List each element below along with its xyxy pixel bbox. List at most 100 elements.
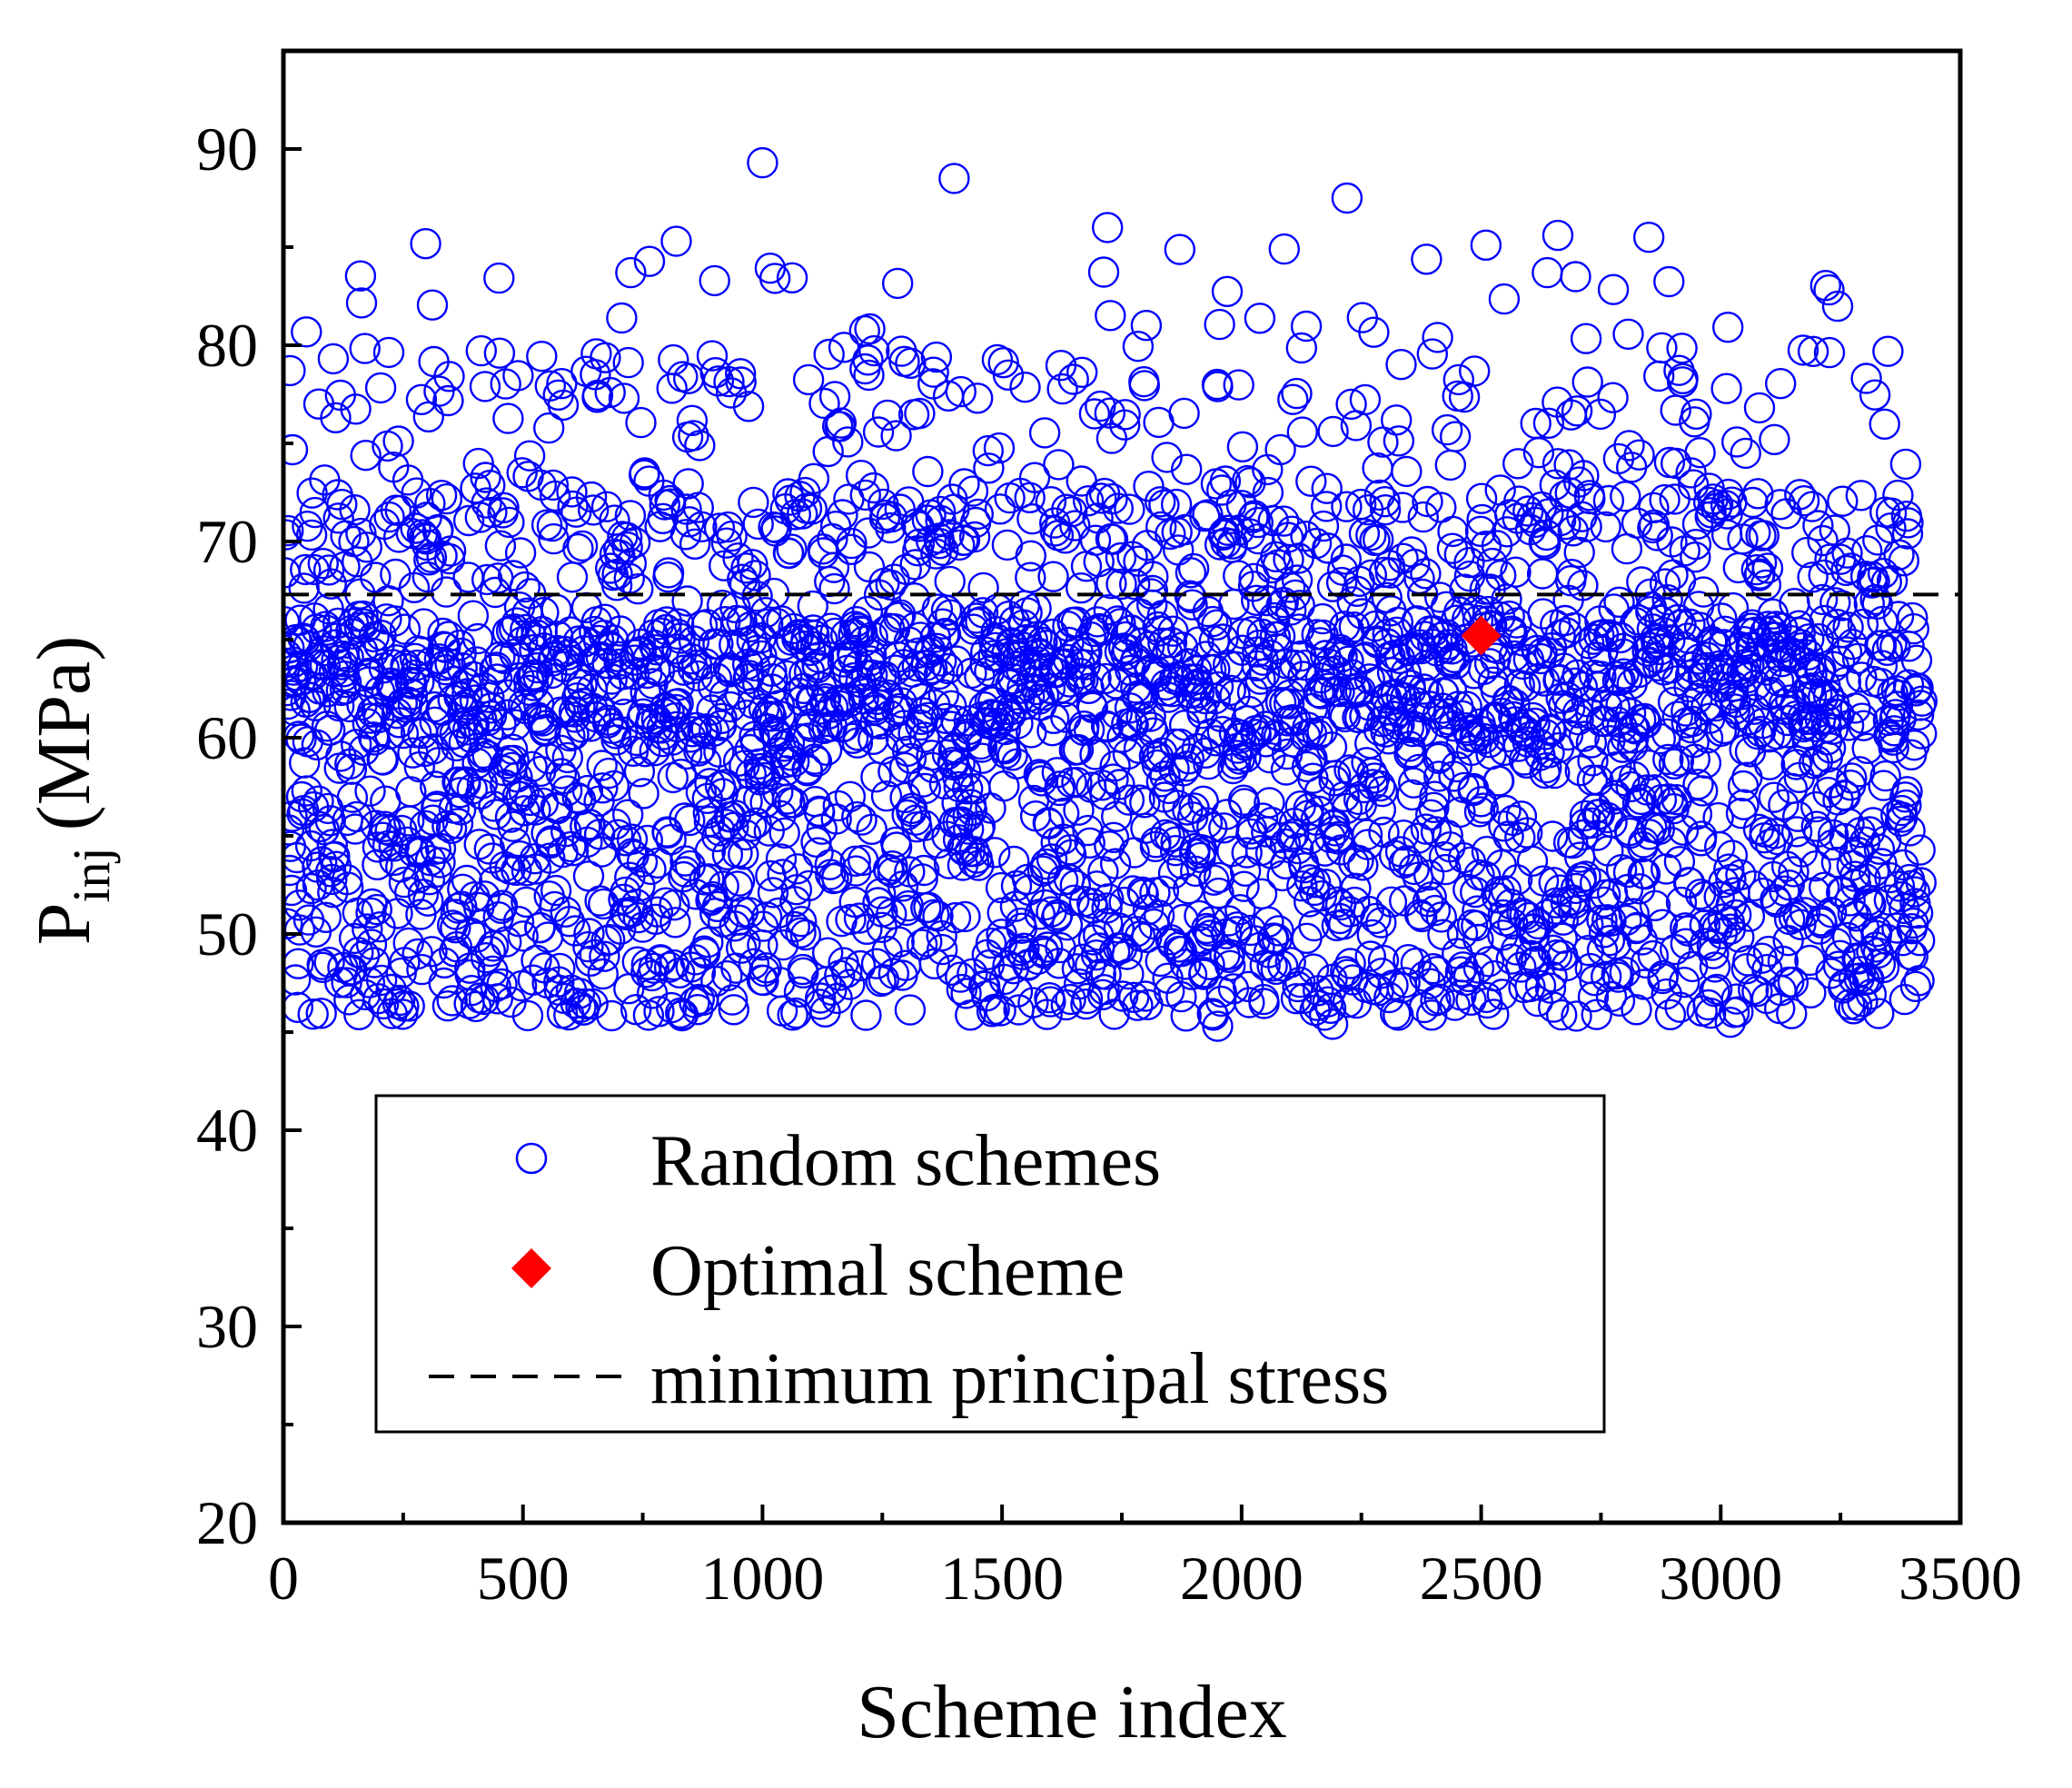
random-scheme-point: [312, 554, 345, 586]
random-scheme-point: [676, 404, 709, 436]
random-scheme-point: [1112, 738, 1145, 770]
random-scheme-point: [1334, 948, 1366, 979]
random-scheme-point: [1212, 514, 1244, 546]
random-scheme-point: [786, 906, 818, 938]
random-scheme-point: [393, 990, 425, 1022]
random-scheme-point: [305, 998, 337, 1029]
random-scheme-point: [1700, 973, 1733, 1006]
random-scheme-point: [943, 529, 976, 561]
random-scheme-point: [1850, 363, 1882, 394]
random-scheme-point: [1887, 924, 1918, 957]
random-scheme-point: [1716, 839, 1749, 871]
random-scheme-point: [1252, 476, 1284, 509]
random-scheme-point: [668, 654, 700, 686]
random-scheme-point: [497, 810, 529, 842]
random-scheme-point: [500, 709, 531, 740]
random-scheme-point: [1071, 982, 1104, 1015]
random-scheme-point: [1759, 818, 1791, 849]
random-scheme-point: [1195, 718, 1226, 750]
x-tick-label: 1000: [700, 1544, 824, 1613]
random-scheme-point: [996, 693, 1027, 726]
random-scheme-point: [1365, 907, 1397, 939]
random-scheme-point: [1037, 561, 1069, 592]
random-scheme-point: [1254, 741, 1286, 774]
random-scheme-point: [288, 572, 320, 604]
random-scheme-point: [349, 333, 381, 364]
random-scheme-point: [1015, 540, 1047, 571]
random-scheme-point: [1859, 566, 1890, 598]
random-scheme-point: [985, 995, 1016, 1027]
random-scheme-point: [1784, 479, 1816, 511]
random-scheme-point: [1556, 559, 1588, 591]
random-scheme-point: [458, 661, 490, 693]
random-scheme-point: [1310, 491, 1343, 522]
random-scheme-point: [451, 864, 483, 897]
random-scheme-point: [948, 468, 980, 500]
random-scheme-point: [1173, 743, 1205, 775]
random-scheme-point: [987, 347, 1019, 379]
random-scheme-point: [1073, 714, 1105, 746]
random-scheme-point: [1613, 430, 1645, 462]
random-scheme-point: [395, 776, 427, 808]
random-scheme-point: [740, 634, 773, 667]
random-scheme-point: [1889, 448, 1922, 481]
random-scheme-point: [562, 532, 594, 565]
random-scheme-point: [1775, 684, 1807, 716]
random-scheme-point: [818, 572, 850, 605]
random-scheme-point: [849, 479, 881, 512]
random-scheme-point: [458, 709, 491, 740]
random-scheme-point: [682, 993, 714, 1026]
random-scheme-point: [1231, 464, 1264, 497]
random-scheme-point: [1903, 924, 1936, 957]
random-scheme-point: [1680, 541, 1711, 573]
random-scheme-point: [1530, 719, 1562, 750]
random-scheme-point: [1723, 921, 1755, 953]
random-scheme-point: [1306, 715, 1338, 748]
random-scheme-point: [1091, 892, 1123, 924]
random-scheme-point: [723, 865, 756, 897]
random-scheme-point: [295, 519, 328, 551]
random-scheme-point: [1268, 233, 1301, 265]
random-scheme-point: [481, 663, 513, 695]
random-scheme-point: [354, 775, 386, 807]
random-scheme-point: [1452, 960, 1485, 993]
random-scheme-point: [899, 549, 931, 581]
random-scheme-point: [988, 770, 1020, 802]
random-scheme-point: [1476, 547, 1508, 580]
random-scheme-point: [660, 225, 692, 257]
random-scheme-point: [652, 557, 685, 589]
random-scheme-point: [1881, 690, 1914, 722]
random-scheme-point: [916, 740, 947, 771]
random-scheme-point: [1502, 448, 1534, 480]
random-scheme-point: [908, 721, 940, 753]
random-scheme-point: [1148, 489, 1180, 521]
random-scheme-point: [1044, 770, 1076, 802]
random-scheme-point: [416, 289, 449, 321]
random-scheme-point: [1630, 947, 1662, 979]
random-scheme-point: [647, 502, 679, 534]
random-scheme-point: [1612, 318, 1644, 350]
random-scheme-point: [283, 514, 304, 547]
random-scheme-point: [1104, 769, 1135, 800]
random-scheme-point: [1730, 437, 1761, 470]
random-scheme-point: [1903, 965, 1935, 997]
random-scheme-point: [748, 964, 779, 997]
random-scheme-point: [1830, 554, 1862, 587]
random-scheme-point: [689, 937, 721, 969]
random-scheme-point: [498, 744, 530, 777]
random-scheme-point: [1085, 390, 1116, 422]
random-scheme-point: [537, 469, 570, 502]
random-scheme-point: [1865, 668, 1897, 700]
random-scheme-point: [610, 876, 641, 909]
random-scheme-point: [311, 710, 343, 742]
random-scheme-point: [1813, 336, 1846, 369]
random-scheme-point: [665, 759, 697, 790]
y-axis-title-symbol: P: [22, 903, 106, 946]
random-scheme-point: [641, 896, 674, 928]
random-scheme-point: [1470, 229, 1502, 262]
random-scheme-point: [1550, 509, 1581, 541]
random-scheme-point: [1099, 750, 1131, 782]
random-scheme-point: [436, 985, 468, 1017]
random-scheme-point: [839, 845, 871, 877]
random-scheme-point: [1101, 698, 1133, 730]
